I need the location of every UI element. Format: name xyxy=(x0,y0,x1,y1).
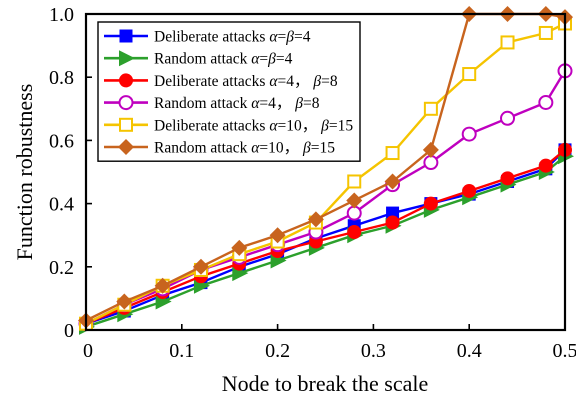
y-tick-label: 0.2 xyxy=(49,257,74,279)
x-tick-label: 0.5 xyxy=(553,340,576,362)
series-5-point xyxy=(462,67,477,82)
series-6-point xyxy=(346,192,363,209)
series-3-point xyxy=(538,158,553,173)
series-3-point xyxy=(462,183,477,198)
series-4-point xyxy=(538,94,554,110)
series-6-point xyxy=(192,258,209,275)
y-tick-label: 0.8 xyxy=(49,67,74,89)
legend-item-6: Random attack α=10， β=15 xyxy=(104,139,335,157)
series-3-point xyxy=(423,196,438,211)
series-6-point xyxy=(154,277,171,294)
legend-label: Deliberate attacks α=β=4 xyxy=(154,29,311,46)
legend-item-4: Random attack α=4， β=8 xyxy=(104,95,320,112)
legend-marker xyxy=(119,29,133,43)
series-5-point xyxy=(538,25,553,40)
series-2 xyxy=(79,148,574,335)
legend-marker xyxy=(118,139,134,155)
y-tick-label: 1.0 xyxy=(49,4,74,26)
x-tick-label: 0.1 xyxy=(169,340,194,362)
legend-label: Deliberate attacks α=4， β=8 xyxy=(154,73,338,90)
legend-label: Random attack α=β=4 xyxy=(154,51,293,68)
series-5-point xyxy=(500,35,515,50)
legend-marker xyxy=(118,95,134,111)
series-1 xyxy=(79,143,572,331)
y-tick-label: 0.6 xyxy=(49,130,74,152)
x-tick-label: 0.3 xyxy=(361,340,386,362)
series-6-point xyxy=(269,227,286,244)
legend: Deliberate attacks α=β=4 Random attack α=… xyxy=(97,21,361,162)
x-tick-label: 0 xyxy=(83,340,93,362)
legend-item-1: Deliberate attacks α=β=4 xyxy=(104,29,311,46)
plot-frame xyxy=(84,12,567,332)
x-tick-label: 0.2 xyxy=(265,340,290,362)
series-5-point xyxy=(347,174,362,189)
y-axis-label: Function robustness xyxy=(12,84,37,261)
series-6-point xyxy=(116,293,133,310)
series-1-point xyxy=(386,206,400,220)
series-3-point xyxy=(385,215,400,230)
x-axis-label: Node to break the scale xyxy=(222,371,428,396)
y-tick-label: 0 xyxy=(64,320,74,342)
series-3-point xyxy=(500,171,515,186)
series-4-point xyxy=(500,110,516,126)
legend-marker xyxy=(119,73,133,88)
legend-marker xyxy=(119,117,133,132)
series-6-point xyxy=(384,173,401,190)
series-4-point xyxy=(461,126,477,142)
series-6-point xyxy=(422,141,439,158)
legend-box xyxy=(97,21,361,162)
series-4-point xyxy=(346,205,362,221)
legend-item-3: Deliberate attacks α=4， β=8 xyxy=(104,73,338,90)
series-4-point xyxy=(423,155,439,171)
ticks-layer: 0 0.1 0.2 0.3 0.4 0.5 0 0.2 0.4 0.6 0.8 1.0 xyxy=(49,4,576,362)
series-3 xyxy=(79,142,572,331)
y-tick-label: 0.4 xyxy=(49,194,74,216)
legend-label: Random attack α=4， β=8 xyxy=(154,95,320,112)
series-6-point xyxy=(307,211,324,228)
legend-item-2: Random attack α=β=4 xyxy=(104,50,293,68)
legend-label: Deliberate attacks α=10， β=15 xyxy=(154,117,353,134)
series-3-point xyxy=(347,225,362,240)
legend-item-5: Deliberate attacks α=10， β=15 xyxy=(104,117,353,134)
x-tick-label: 0.4 xyxy=(457,340,482,362)
series-6-point xyxy=(231,239,248,256)
series-5-point xyxy=(385,146,400,161)
series-5-point xyxy=(423,101,438,116)
legend-label: Random attack α=10， β=15 xyxy=(154,140,335,157)
legend-marker xyxy=(119,50,135,67)
